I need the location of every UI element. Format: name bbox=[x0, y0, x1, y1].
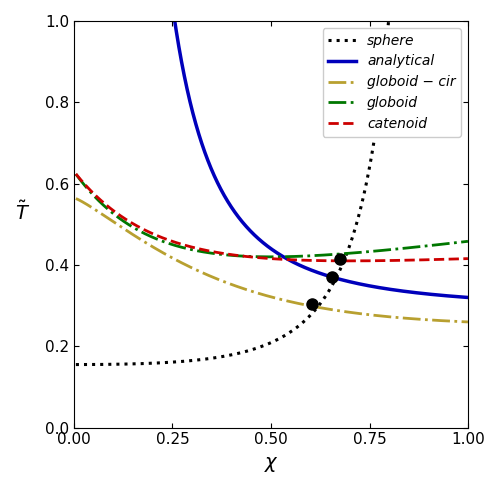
globoid bbox=[73, 171, 79, 177]
globoid − cir bbox=[440, 318, 446, 324]
globoid − cir bbox=[258, 291, 264, 297]
Legend: sphere, analytical, globoid − cir, globoid, catenoid: sphere, analytical, globoid − cir, globo… bbox=[322, 28, 461, 137]
globoid − cir bbox=[324, 306, 330, 312]
analytical bbox=[221, 192, 227, 198]
sphere bbox=[364, 174, 370, 180]
X-axis label: χ: χ bbox=[266, 453, 277, 472]
analytical bbox=[292, 260, 298, 266]
globoid bbox=[440, 241, 446, 247]
catenoid bbox=[258, 255, 264, 261]
catenoid bbox=[73, 171, 79, 177]
globoid bbox=[310, 253, 316, 259]
catenoid bbox=[354, 258, 360, 264]
globoid bbox=[258, 254, 264, 260]
analytical bbox=[321, 272, 327, 278]
Line: catenoid: catenoid bbox=[76, 174, 468, 261]
catenoid bbox=[170, 239, 176, 244]
catenoid bbox=[440, 257, 446, 262]
globoid bbox=[170, 242, 176, 248]
analytical bbox=[170, 10, 176, 16]
sphere bbox=[322, 294, 328, 300]
globoid bbox=[268, 254, 274, 260]
sphere bbox=[346, 246, 352, 252]
sphere bbox=[386, 10, 392, 16]
globoid − cir bbox=[170, 256, 176, 262]
globoid − cir bbox=[310, 303, 316, 309]
analytical bbox=[199, 141, 205, 147]
globoid − cir bbox=[73, 196, 79, 202]
Line: globoid: globoid bbox=[76, 174, 468, 257]
analytical bbox=[465, 295, 471, 300]
sphere bbox=[73, 362, 79, 368]
globoid bbox=[465, 239, 471, 244]
catenoid bbox=[346, 258, 352, 264]
analytical bbox=[336, 276, 342, 282]
sphere bbox=[232, 351, 237, 357]
Y-axis label: $\tilde{T}$: $\tilde{T}$ bbox=[15, 201, 30, 225]
sphere bbox=[294, 324, 300, 330]
catenoid bbox=[324, 258, 330, 263]
sphere bbox=[304, 315, 310, 321]
analytical bbox=[403, 289, 409, 295]
catenoid bbox=[465, 256, 471, 262]
Line: analytical: analytical bbox=[174, 13, 468, 298]
globoid bbox=[354, 250, 360, 256]
Line: globoid − cir: globoid − cir bbox=[76, 199, 468, 322]
catenoid bbox=[310, 258, 316, 263]
globoid − cir bbox=[465, 319, 471, 325]
Line: sphere: sphere bbox=[76, 13, 390, 365]
globoid bbox=[324, 252, 330, 258]
globoid − cir bbox=[354, 310, 360, 316]
